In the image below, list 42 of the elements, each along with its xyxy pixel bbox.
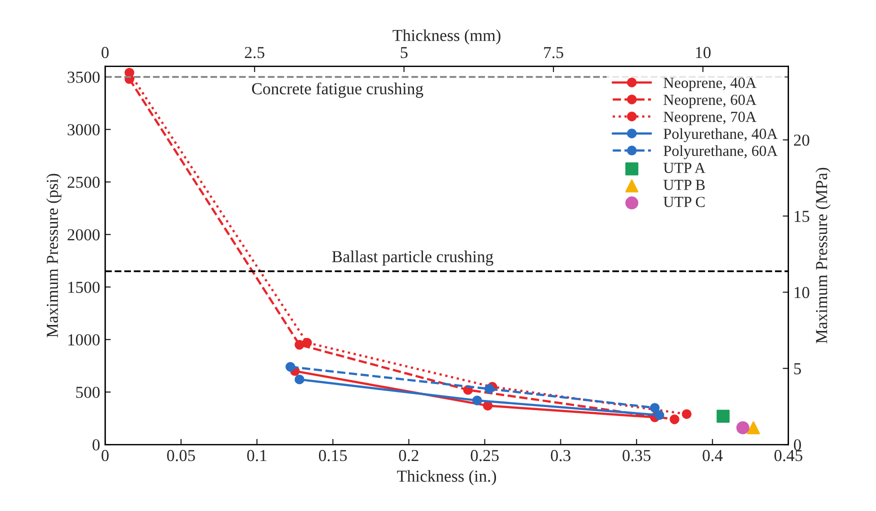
y-tick-label: 0 [92, 439, 100, 451]
legend-label: Polyurethane, 60A [664, 145, 778, 160]
y2-tick-label: 15 [794, 210, 810, 222]
legend-label: Neoprene, 40A [664, 78, 756, 92]
y2-axis-title: Maximum Pressure (MPa) [815, 168, 831, 344]
x2-tick-label: 10 [696, 46, 711, 58]
x-tick-label: 0.25 [470, 450, 499, 462]
legend-label: Neoprene, 70A [664, 112, 756, 126]
legend-label: UTP B [663, 180, 705, 190]
y-tick-label: 3500 [68, 72, 100, 83]
x-tick-label: 0.3 [550, 450, 570, 462]
x2-axis-title: Thickness (mm) [392, 29, 500, 44]
y2-tick-label: 10 [794, 286, 810, 298]
y-tick-label: 1500 [68, 282, 100, 293]
y-tick-label: 3000 [68, 124, 100, 136]
x2-tick-label: 0 [102, 46, 109, 58]
y-axis-title: Maximum Pressure (psi) [46, 174, 62, 338]
x-tick-label: 0.05 [167, 450, 195, 462]
x-axis-title: Thickness (in.) [397, 470, 496, 486]
legend-label: UTP A [663, 162, 706, 174]
x2-tick-label: 2.5 [244, 46, 264, 58]
x-tick-label: 0.15 [318, 450, 347, 462]
legend-label: Neoprene, 60A [664, 94, 756, 108]
x-tick-label: 0.4 [702, 450, 723, 462]
legend-label: Polyurethane, 40A [664, 128, 778, 142]
x2-tick-label: 5 [400, 47, 408, 58]
x2-tick-label: 7.5 [544, 47, 564, 58]
y2-tick-label: 20 [794, 134, 810, 146]
y-tick-label: 500 [76, 386, 100, 398]
ref-line-label: Ballast particle crushing [332, 250, 494, 266]
x-tick-label: 0.45 [774, 450, 802, 462]
y-tick-label: 2000 [68, 229, 100, 240]
x-tick-label: 0 [102, 450, 109, 462]
legend-label: UTP C [663, 196, 705, 208]
y-tick-label: 1000 [68, 334, 100, 346]
y2-tick-label: 0 [794, 439, 801, 451]
y-tick-label: 2500 [68, 176, 100, 188]
y2-tick-label: 5 [794, 363, 801, 374]
x-tick-label: 0.2 [399, 450, 418, 462]
ref-line-label: Concrete fatigue crushing [252, 82, 424, 98]
x-tick-label: 0.1 [247, 450, 266, 462]
x-tick-label: 0.35 [622, 450, 650, 462]
